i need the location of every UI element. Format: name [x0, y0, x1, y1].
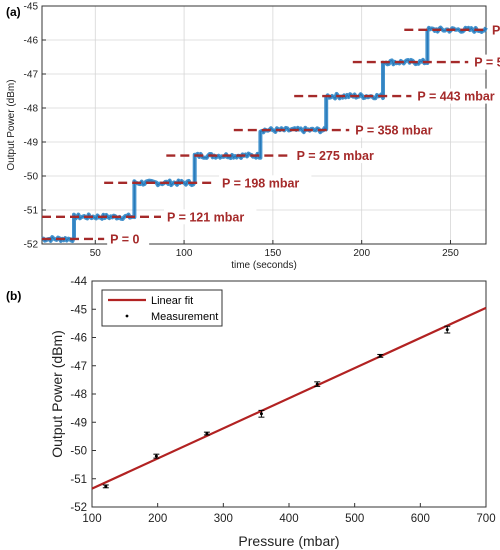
panel-a-reference-label-bg-7 — [489, 22, 500, 38]
panel-b-fit — [91, 306, 487, 490]
panel-b-x-tick-300: 300 — [214, 513, 233, 525]
panel-a-y-tick--52: -52 — [24, 240, 39, 251]
panel-a-reference-label-bg-1 — [163, 209, 257, 225]
panel-b-measurement-198 — [153, 453, 160, 459]
panel-a-x-tick-250: 250 — [442, 248, 459, 259]
panel-a-reference-label-3: P = 275 mbar — [297, 149, 374, 163]
panel-b-y-tick--45: -45 — [70, 304, 87, 316]
panel-b-point-198 — [154, 454, 158, 458]
panel-b-y-tick--44: -44 — [70, 276, 87, 288]
panel-a-y-axis-label: Output Power (dBm) — [6, 79, 17, 170]
panel-b-y-tick--52: -52 — [70, 502, 87, 514]
panel-a-reference-label-bg-5 — [414, 88, 500, 104]
panel-b-points — [102, 325, 451, 489]
panel-a-x-tick-150: 150 — [265, 248, 282, 259]
panel-b-point-641 — [445, 328, 449, 332]
panel-b-y-tick--51: -51 — [70, 474, 87, 486]
panel-a-reference-label-bg-2 — [219, 175, 312, 191]
panel-b-point-275 — [205, 432, 209, 436]
panel-b-label: (b) — [6, 289, 21, 303]
panel-a-reference-label-5: P = 443 mbar — [417, 90, 494, 104]
panel-a-x-tick-200: 200 — [353, 248, 370, 259]
panel-b-measurement-275 — [203, 431, 210, 436]
panel-a-reference-label-2: P = 198 mbar — [222, 176, 299, 190]
legend-box — [101, 289, 223, 327]
panel-b-ticks: 100 200 300 400 500 600 700 -44 -45 -46 -47 -48 -49 -… — [70, 276, 495, 525]
panel-b-x-tick-400: 400 — [279, 513, 298, 525]
panel-b-x-tick-700: 700 — [476, 513, 495, 525]
panel-b-x-tick-100: 100 — [82, 513, 101, 525]
panel-a-reference-label-0: P = 0 — [110, 232, 139, 246]
panel-b-point-358 — [259, 412, 263, 416]
panel-b-point-121 — [104, 484, 108, 488]
panel-a-x-axis-label: time (seconds) — [231, 260, 297, 271]
panel-a-reference-label-4: P = 358 mbar — [355, 124, 432, 138]
panel-a-reference-label-bg-0 — [107, 231, 150, 247]
panel-a-y-tick--46: -46 — [24, 36, 39, 47]
panel-a-reference-label-bg-6 — [471, 54, 500, 70]
panel-a-y-tick--48: -48 — [24, 104, 39, 115]
panel-b-y-tick--46: -46 — [70, 333, 87, 345]
panel-a-reference-label-6: P = 539 mbar — [474, 56, 500, 70]
panel-a-y-tick--50: -50 — [24, 172, 39, 183]
panel-b-x-tick-600: 600 — [411, 513, 430, 525]
panel-a-reference-label-1: P = 121 mbar — [167, 210, 244, 224]
panel-b-measurement-539 — [377, 353, 384, 358]
legend-fit-label: Linear fit — [151, 295, 193, 307]
panel-a-reference-label-bg-3 — [293, 148, 387, 164]
panel-b-legend: Linear fit Measurement — [101, 289, 223, 327]
panel-b-measurement-443 — [314, 381, 321, 387]
legend-measurement-label: Measurement — [151, 311, 218, 323]
panel-b-x-tick-500: 500 — [345, 513, 364, 525]
panel-b-measurement-641 — [444, 325, 451, 334]
panel-a-y-tick--45: -45 — [24, 2, 39, 13]
panel-a-x-tick-50: 50 — [90, 248, 102, 259]
panel-a-x-tick-100: 100 — [176, 248, 193, 259]
panel-b-measurement-358 — [258, 409, 265, 418]
panel-a-reference-label-bg-4 — [352, 122, 445, 138]
panel-b-y-tick--48: -48 — [70, 389, 87, 401]
panel-b-measurement-121 — [102, 484, 109, 489]
panel-b-y-tick--49: -49 — [70, 417, 87, 429]
panel-b-y-axis-label: Output Power (dBm) — [49, 330, 65, 458]
panel-a-y-tick--51: -51 — [24, 206, 39, 217]
panel-b-y-tick--47: -47 — [70, 361, 87, 373]
panel-b-x-axis-label: Pressure (mbar) — [238, 533, 339, 549]
panel-b-fit-line — [91, 306, 487, 490]
legend-measurement-swatch — [125, 314, 129, 318]
panel-a-plot-area — [41, 5, 487, 245]
panel-b-point-539 — [378, 354, 382, 358]
panel-a-ticks: 50 100 150 200 250 -45 -46 -47 -48 -49 -50 -51 -52 — [24, 2, 460, 260]
panel-a-y-tick--49: -49 — [24, 138, 39, 149]
panel-b-point-443 — [315, 382, 319, 386]
panel-b-y-tick--50: -50 — [70, 446, 87, 458]
panel-a-reference-label-7: P = 641 mbar — [492, 23, 500, 37]
panel-a-label: (a) — [6, 5, 21, 19]
panel-b-x-tick-200: 200 — [148, 513, 167, 525]
panel-a-y-tick--47: -47 — [24, 70, 39, 81]
panel-a-reference-levels: P = 0 P = 121 mbar P = 198 mbar P = 275 mba… — [42, 22, 500, 247]
